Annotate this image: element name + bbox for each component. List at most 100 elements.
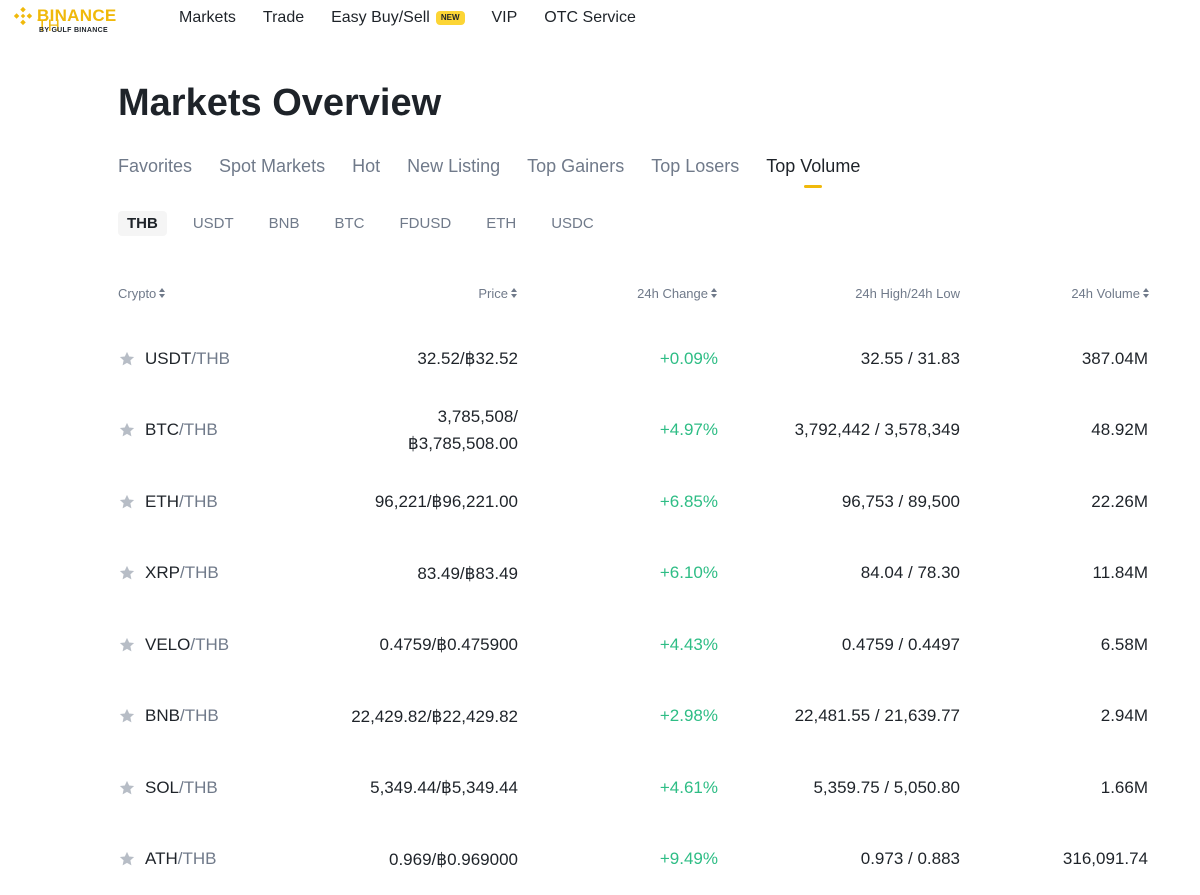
quote-currency-filter: THB USDT BNB BTC FDUSD ETH USDC	[118, 211, 620, 236]
logo-wordmark: BINANCE TH	[37, 6, 117, 35]
table-header: Crypto Price 24h Change 24h High/24h Low…	[118, 276, 1150, 312]
volume-cell: 2.94M	[1100, 706, 1148, 725]
sort-icon	[711, 288, 718, 299]
tab-top-gainers[interactable]: Top Gainers	[527, 156, 625, 176]
quote-usdt[interactable]: USDT	[192, 215, 234, 232]
star-icon[interactable]	[118, 707, 136, 725]
quote-symbol: /THB	[179, 777, 218, 797]
crypto-cell[interactable]: BTC/THB	[118, 395, 218, 466]
nav-otc-service[interactable]: OTC Service	[544, 9, 636, 26]
logo-subtitle: BY GULF BINANCE	[39, 27, 108, 34]
volume-cell: 6.58M	[1100, 634, 1148, 654]
main-nav: Markets Trade Easy Buy/Sell NEW VIP OTC S…	[179, 9, 663, 27]
col-volume-header[interactable]: 24h Volume	[1071, 286, 1150, 301]
top-navigation-bar: BINANCE TH BY GULF BINANCE Markets Trade…	[0, 0, 1200, 40]
change-cell: +6.10%	[659, 563, 718, 582]
nav-trade[interactable]: Trade	[262, 9, 305, 26]
quote-fdusd[interactable]: FDUSD	[399, 215, 452, 232]
quote-symbol: /THB	[177, 849, 217, 868]
nav-easy-buy-sell[interactable]: Easy Buy/Sell NEW	[331, 9, 465, 27]
quote-btc[interactable]: BTC	[334, 215, 365, 232]
tab-top-volume[interactable]: Top Volume	[766, 156, 861, 176]
base-symbol: SOL	[145, 777, 180, 797]
price-cell: 96,221/฿96,221.00	[375, 466, 518, 537]
volume-cell: 1.66M	[1100, 777, 1148, 797]
table-row[interactable]: XRP/THB 83.49/฿83.49 +6.10% 84.04 / 78.30 11…	[118, 538, 1150, 609]
quote-bnb[interactable]: BNB	[268, 215, 300, 232]
star-icon[interactable]	[118, 564, 136, 582]
change-cell: +6.85%	[659, 491, 718, 511]
market-category-tabs: Favorites Spot Markets Hot New Listing T…	[118, 156, 887, 177]
crypto-cell[interactable]: XRP/THB	[118, 538, 219, 609]
price-cell: 0.969/฿0.969000	[389, 824, 518, 895]
volume-cell: 387.04M	[1081, 348, 1148, 368]
binance-th-logo[interactable]: BINANCE TH BY GULF BINANCE	[12, 4, 162, 36]
star-icon[interactable]	[118, 850, 136, 868]
crypto-cell[interactable]: ETH/THB	[118, 466, 218, 537]
quote-symbol: /THB	[179, 491, 218, 511]
sort-icon	[1143, 288, 1150, 299]
star-icon[interactable]	[118, 779, 136, 797]
tab-top-losers[interactable]: Top Losers	[651, 156, 740, 176]
tab-favorites[interactable]: Favorites	[118, 156, 193, 176]
star-icon[interactable]	[118, 421, 136, 439]
col-price-header[interactable]: Price	[478, 286, 518, 301]
volume-cell: 48.92M	[1091, 420, 1148, 439]
volume-cell: 316,091.74	[1062, 849, 1148, 868]
table-row[interactable]: SOL/THB 5,349.44/฿5,349.44 +4.61% 5,359.75 …	[118, 752, 1150, 823]
crypto-cell[interactable]: ATH/THB	[118, 824, 216, 895]
quote-symbol: /THB	[179, 563, 219, 582]
new-badge: NEW	[435, 11, 465, 25]
change-cell: +9.49%	[659, 849, 718, 868]
star-icon[interactable]	[118, 350, 136, 368]
nav-vip[interactable]: VIP	[491, 9, 518, 26]
table-row[interactable]: ATH/THB 0.969/฿0.969000 +9.49% 0.973 / 0.88…	[118, 824, 1150, 895]
price-value: 0.969/฿0.969000	[389, 849, 518, 869]
volume-cell: 22.26M	[1091, 491, 1148, 511]
sort-icon	[159, 288, 166, 299]
star-icon[interactable]	[118, 636, 136, 654]
nav-markets[interactable]: Markets	[179, 9, 236, 26]
change-cell: +4.43%	[659, 634, 718, 654]
volume-cell: 11.84M	[1092, 563, 1148, 582]
tab-new-listing[interactable]: New Listing	[407, 156, 501, 176]
col-change-header[interactable]: 24h Change	[637, 286, 718, 301]
crypto-cell[interactable]: USDT/THB	[118, 323, 230, 394]
quote-symbol: /THB	[179, 420, 218, 439]
col-high-low-header: 24h High/24h Low	[855, 286, 960, 301]
crypto-cell[interactable]: VELO/THB	[118, 609, 229, 680]
table-row[interactable]: BTC/THB 3,785,508/ ฿3,785,508.00 +4.97% 3,79…	[118, 395, 1150, 466]
table-row[interactable]: USDT/THB 32.52/฿32.52 +0.09% 32.55 / 31.83 3…	[118, 323, 1150, 394]
high-low-cell: 32.55 / 31.83	[860, 348, 960, 368]
table-row[interactable]: VELO/THB 0.4759/฿0.475900 +4.43% 0.4759 / 0…	[118, 609, 1150, 680]
quote-usdc[interactable]: USDC	[551, 215, 594, 232]
markets-table: Crypto Price 24h Change 24h High/24h Low…	[118, 276, 1150, 869]
price-value: 3,785,508/	[437, 407, 518, 426]
high-low-cell: 84.04 / 78.30	[860, 563, 960, 582]
price-value: 5,349.44/฿5,349.44	[370, 778, 518, 797]
table-row[interactable]: BNB/THB 22,429.82/฿22,429.82 +2.98% 22,481.…	[118, 681, 1150, 752]
price-value: 96,221/฿96,221.00	[374, 492, 518, 511]
quote-symbol: /THB	[179, 706, 219, 725]
price-cell: 83.49/฿83.49	[417, 538, 518, 609]
quote-thb[interactable]: THB	[118, 211, 167, 236]
table-row[interactable]: ETH/THB 96,221/฿96,221.00 +6.85% 96,753 / 8…	[118, 466, 1150, 537]
col-crypto-header[interactable]: Crypto	[118, 286, 166, 301]
base-symbol: VELO	[145, 634, 191, 654]
crypto-cell[interactable]: SOL/THB	[118, 752, 218, 823]
crypto-cell[interactable]: BNB/THB	[118, 681, 219, 752]
price-value: 83.49/฿83.49	[417, 563, 518, 583]
high-low-cell: 5,359.75 / 5,050.80	[813, 777, 960, 797]
quote-eth[interactable]: ETH	[486, 215, 517, 232]
price-value: 0.4759/฿0.475900	[379, 635, 518, 654]
base-symbol: USDT	[145, 348, 192, 368]
price-cell: 22,429.82/฿22,429.82	[351, 681, 518, 752]
star-icon[interactable]	[118, 493, 136, 511]
base-symbol: BTC	[145, 420, 179, 439]
high-low-cell: 3,792,442 / 3,578,349	[794, 420, 960, 439]
price-cell: 0.4759/฿0.475900	[380, 609, 518, 680]
tab-hot[interactable]: Hot	[352, 156, 381, 176]
tab-spot-markets[interactable]: Spot Markets	[219, 156, 326, 176]
price-cell: 32.52/฿32.52	[417, 323, 518, 394]
high-low-cell: 22,481.55 / 21,639.77	[794, 706, 960, 725]
